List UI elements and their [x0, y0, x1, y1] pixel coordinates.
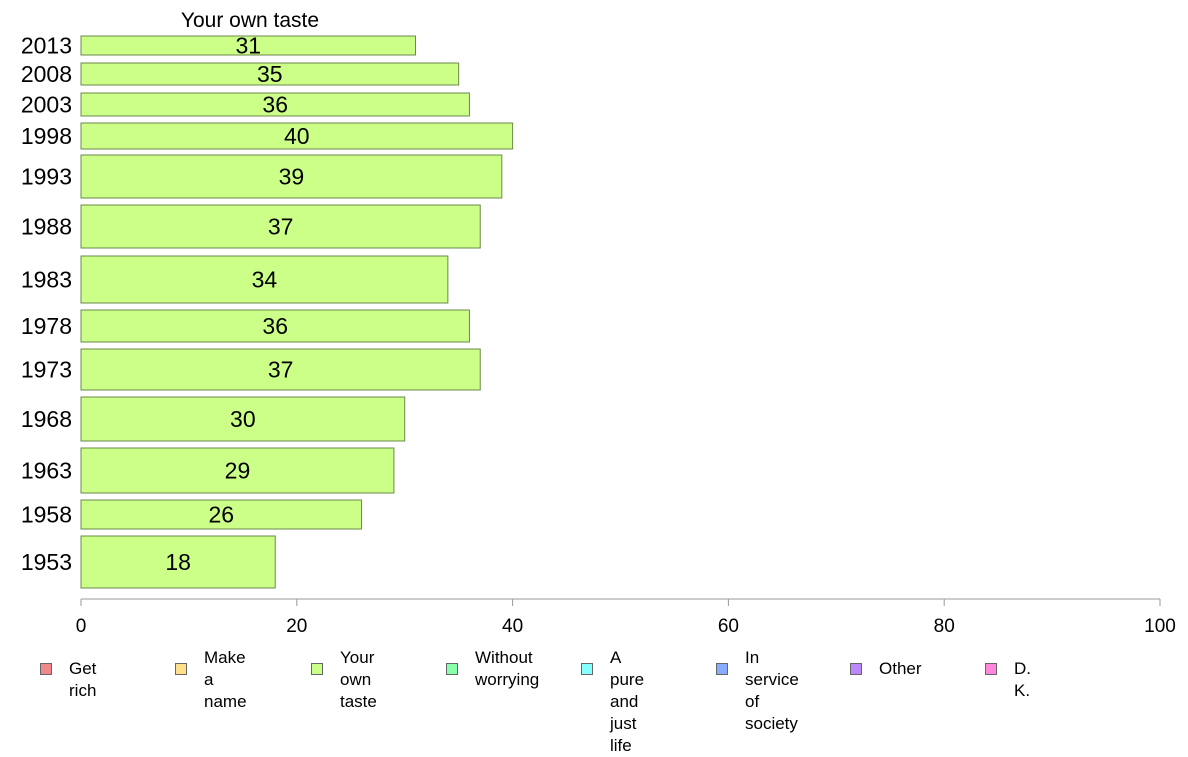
x-tick-label-80: 80: [934, 616, 955, 637]
category-label-1973: 1973: [21, 357, 72, 383]
category-label-1958: 1958: [21, 502, 72, 528]
x-tick-label-100: 100: [1144, 616, 1176, 637]
category-label-2013: 2013: [21, 33, 72, 59]
category-label-1993: 1993: [21, 164, 72, 190]
legend-swatch: [446, 663, 458, 675]
category-label-1953: 1953: [21, 549, 72, 575]
bar-2003: [80, 92, 470, 117]
bar-2013: [80, 35, 416, 56]
value-label-2008: 35: [257, 61, 283, 87]
value-label-1953: 18: [165, 549, 191, 575]
legend: Get rich Make a name Your own taste Without…: [0, 645, 1188, 755]
bar-1953: [80, 535, 276, 589]
bar-1968: [80, 396, 406, 442]
value-label-1973: 37: [268, 357, 294, 383]
x-tick-label-60: 60: [718, 616, 739, 637]
legend-swatch: [40, 663, 52, 675]
value-label-1958: 26: [208, 502, 234, 528]
bar-1978: [80, 309, 470, 343]
bar-1958: [80, 499, 363, 530]
category-label-1963: 1963: [21, 458, 72, 484]
bar-1973: [80, 348, 481, 391]
legend-label: Get rich: [69, 659, 97, 700]
value-label-1998: 40: [284, 123, 310, 149]
x-tick-label-0: 0: [76, 616, 87, 637]
bar-1988: [80, 204, 481, 249]
category-label-1968: 1968: [21, 406, 72, 432]
legend-label: Other: [879, 659, 922, 678]
category-label-2003: 2003: [21, 92, 72, 118]
bar-1998: [80, 122, 514, 150]
x-tick-label-40: 40: [502, 616, 523, 637]
x-tick-label-20: 20: [286, 616, 307, 637]
category-label-1998: 1998: [21, 123, 72, 149]
category-label-1978: 1978: [21, 313, 72, 339]
legend-swatch: [175, 663, 187, 675]
legend-swatch: [311, 663, 323, 675]
value-label-2003: 36: [262, 92, 288, 118]
value-label-1983: 34: [252, 267, 278, 293]
legend-swatch: [581, 663, 593, 675]
bar-1993: [80, 154, 503, 199]
category-label-2008: 2008: [21, 61, 72, 87]
legend-swatch: [850, 663, 862, 675]
legend-label: Without worrying: [475, 648, 540, 689]
legend-label: Your own taste: [340, 648, 377, 711]
legend-swatch: [716, 663, 728, 675]
bar-chart: Your own taste 2013 31 2008 35 2003 36 1998 40 19…: [21, 9, 1176, 637]
bar-1983: [80, 255, 449, 304]
value-label-2013: 31: [235, 33, 261, 59]
category-label-1988: 1988: [21, 214, 72, 240]
value-label-1993: 39: [279, 164, 305, 190]
bar-2008: [80, 62, 460, 86]
value-label-1968: 30: [230, 406, 256, 432]
bar-1963: [80, 447, 395, 494]
legend-label: Make a name: [204, 648, 247, 711]
chart-title: Your own taste: [181, 9, 319, 32]
legend-swatch: [985, 663, 997, 675]
value-label-1988: 37: [268, 214, 294, 240]
legend-label: In service of society: [745, 648, 799, 733]
value-label-1978: 36: [262, 313, 288, 339]
legend-label: D. K.: [1014, 659, 1031, 700]
category-label-1983: 1983: [21, 267, 72, 293]
legend-label: A pure and just life: [610, 648, 645, 755]
value-label-1963: 29: [225, 458, 251, 484]
